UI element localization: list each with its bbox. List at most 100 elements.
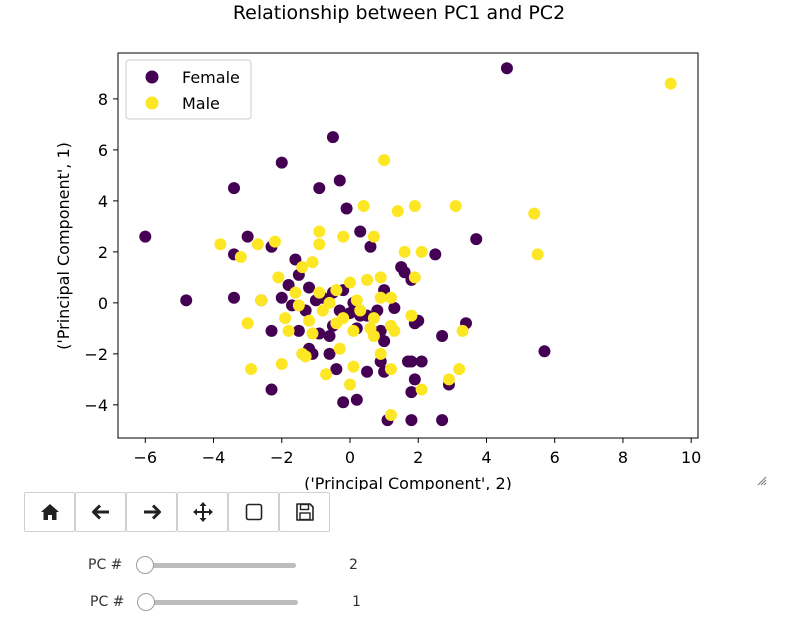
x-tick-label: 6 xyxy=(550,448,560,467)
resize-handle-icon[interactable] xyxy=(757,476,767,486)
pc-slider-2-thumb[interactable] xyxy=(137,593,155,611)
data-point-male xyxy=(323,296,336,309)
data-point-male xyxy=(279,312,292,325)
data-point-male xyxy=(374,347,387,360)
data-point-male xyxy=(367,230,380,243)
data-point-female xyxy=(326,131,339,144)
forward-button[interactable] xyxy=(126,492,177,532)
move-icon xyxy=(192,502,213,522)
data-point-male xyxy=(415,383,428,396)
data-point-female xyxy=(323,330,336,343)
data-point-female xyxy=(436,414,449,427)
data-point-female xyxy=(354,225,367,238)
data-point-male xyxy=(384,409,397,422)
data-point-female xyxy=(333,174,346,187)
data-point-male xyxy=(374,291,387,304)
legend-marker-male xyxy=(145,96,159,110)
data-point-female xyxy=(313,182,326,195)
pc-slider-2-value: 1 xyxy=(352,594,361,610)
data-point-male xyxy=(245,363,258,376)
data-point-male xyxy=(378,154,391,167)
pc-slider-2-label: PC # xyxy=(90,594,125,610)
data-point-female xyxy=(538,345,551,358)
data-point-male xyxy=(292,299,305,312)
home-button[interactable] xyxy=(24,492,75,532)
data-point-male xyxy=(391,205,404,218)
data-point-male xyxy=(398,245,411,258)
x-tick-label: 8 xyxy=(618,448,628,467)
data-point-female xyxy=(228,182,240,195)
data-point-male xyxy=(306,327,319,340)
data-point-female xyxy=(289,253,302,266)
y-tick-label: 4 xyxy=(98,192,108,211)
data-point-male xyxy=(289,286,302,299)
data-point-male xyxy=(306,256,319,269)
data-point-male xyxy=(415,245,428,258)
pc-slider-1-label: PC # xyxy=(88,557,123,573)
data-point-male xyxy=(364,322,377,335)
data-point-female xyxy=(500,62,513,75)
data-point-female xyxy=(180,294,193,307)
data-point-male xyxy=(313,286,326,299)
data-point-male xyxy=(330,284,343,297)
data-point-male xyxy=(388,324,401,337)
scatter-points xyxy=(139,62,677,427)
data-point-female xyxy=(340,202,353,215)
data-point-male xyxy=(344,378,356,391)
home-icon xyxy=(40,504,59,520)
y-axis-ticks: −4 −2 0 2 4 6 8 xyxy=(84,90,118,415)
data-point-female xyxy=(292,324,305,337)
data-point-female xyxy=(388,301,401,314)
x-tick-label: −4 xyxy=(202,448,226,467)
x-axis-label: ('Principal Component', 2) xyxy=(304,474,512,490)
data-point-male xyxy=(344,276,356,289)
data-point-female xyxy=(275,291,288,304)
data-point-male xyxy=(296,347,309,360)
y-tick-label: 2 xyxy=(98,243,108,262)
x-tick-label: 0 xyxy=(345,448,355,467)
pc-slider-1-track[interactable] xyxy=(145,563,296,568)
save-button[interactable] xyxy=(279,492,330,532)
data-point-male xyxy=(408,199,421,212)
data-point-female xyxy=(139,230,152,243)
data-point-female xyxy=(470,233,483,246)
data-point-male xyxy=(453,363,466,376)
x-tick-label: −2 xyxy=(270,448,294,467)
data-point-male xyxy=(357,199,370,212)
data-point-male xyxy=(313,238,326,251)
data-point-male xyxy=(374,271,387,284)
back-button[interactable] xyxy=(75,492,126,532)
data-point-female xyxy=(398,266,411,279)
pc-slider-1-thumb[interactable] xyxy=(136,556,154,574)
y-tick-label: 0 xyxy=(98,294,108,313)
data-point-male xyxy=(408,271,421,284)
data-point-female xyxy=(323,347,336,360)
pc-slider-2-track[interactable] xyxy=(147,600,298,605)
data-point-male xyxy=(255,294,268,307)
navigation-toolbar xyxy=(24,492,330,532)
data-point-male xyxy=(313,225,326,238)
zoom-button[interactable] xyxy=(228,492,279,532)
legend-marker-female xyxy=(145,70,159,84)
data-point-male xyxy=(337,230,350,243)
data-point-female xyxy=(350,393,363,406)
x-tick-label: −6 xyxy=(133,448,157,467)
data-point-male xyxy=(303,314,316,327)
zoom-rect-icon xyxy=(245,503,262,521)
data-point-male xyxy=(347,324,360,337)
arrow-right-icon xyxy=(143,504,161,520)
data-point-male xyxy=(347,360,360,373)
data-point-male xyxy=(528,207,541,220)
data-point-male xyxy=(531,248,544,261)
data-point-male xyxy=(350,294,363,307)
pan-button[interactable] xyxy=(177,492,228,532)
data-point-male xyxy=(664,77,677,90)
data-point-female xyxy=(405,355,418,368)
data-point-male xyxy=(251,238,264,251)
data-point-female xyxy=(275,156,288,169)
data-point-female xyxy=(330,363,343,376)
data-point-male xyxy=(384,291,397,304)
data-point-male xyxy=(333,342,346,355)
data-point-female xyxy=(408,373,421,386)
data-point-female xyxy=(337,396,350,409)
